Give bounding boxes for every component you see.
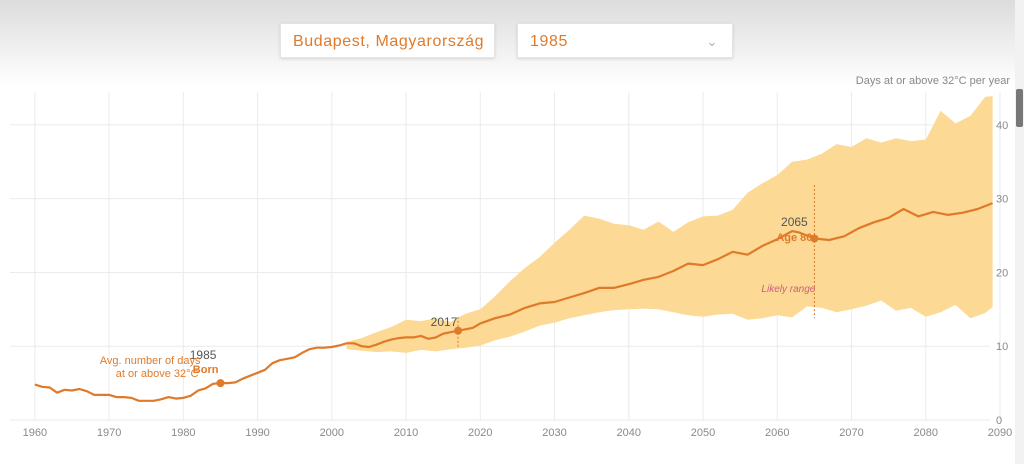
unit-label: Days at or above 32°C per year xyxy=(855,75,1010,87)
age80-year-label: 2065 xyxy=(781,215,808,229)
y-tick-label: 20 xyxy=(996,267,1008,279)
scrollbar[interactable] xyxy=(1015,0,1024,464)
avg-days-line xyxy=(34,202,994,402)
scrollbar-thumb[interactable] xyxy=(1016,89,1023,127)
x-tick-label: 2060 xyxy=(765,427,789,439)
x-tick-label: 1970 xyxy=(97,427,121,439)
x-tick-label: 2080 xyxy=(914,427,938,439)
likely-range-band xyxy=(346,96,993,353)
chevron-down-icon: ⌄ xyxy=(706,34,718,49)
location-input[interactable]: Budapest, Magyarország xyxy=(280,23,495,58)
now-marker xyxy=(454,326,463,335)
y-tick-label: 10 xyxy=(996,341,1008,353)
x-tick-label: 2050 xyxy=(691,427,715,439)
x-tick-label: 2070 xyxy=(839,427,863,439)
x-tick-label: 2020 xyxy=(468,427,492,439)
age80-marker xyxy=(810,234,819,243)
birth-year-value: 1985 xyxy=(530,33,568,50)
born-marker xyxy=(216,379,225,388)
x-tick-label: 2000 xyxy=(320,427,344,439)
likely-range-label: Likely range xyxy=(761,284,815,295)
x-tick-label: 1990 xyxy=(245,427,269,439)
age80-label: Age 80 xyxy=(776,232,812,244)
y-tick-label: 40 xyxy=(996,120,1008,132)
x-tick-label: 1980 xyxy=(171,427,195,439)
born-label: Born xyxy=(193,364,219,376)
x-tick-label: 2090 xyxy=(988,427,1012,439)
birth-year-select[interactable]: 1985 ⌄ xyxy=(517,23,733,58)
x-tick-label: 2030 xyxy=(542,427,566,439)
x-tick-label: 1960 xyxy=(23,427,47,439)
x-tick-label: 2040 xyxy=(617,427,641,439)
x-tick-label: 2010 xyxy=(394,427,418,439)
header-band xyxy=(0,0,1024,86)
series-label: Avg. number of days at or above 32°C xyxy=(100,355,201,380)
y-tick-label: 30 xyxy=(996,194,1008,206)
born-year-label: 1985 xyxy=(190,348,217,362)
y-tick-label: 0 xyxy=(996,415,1002,427)
now-year-label: 2017 xyxy=(431,315,458,329)
